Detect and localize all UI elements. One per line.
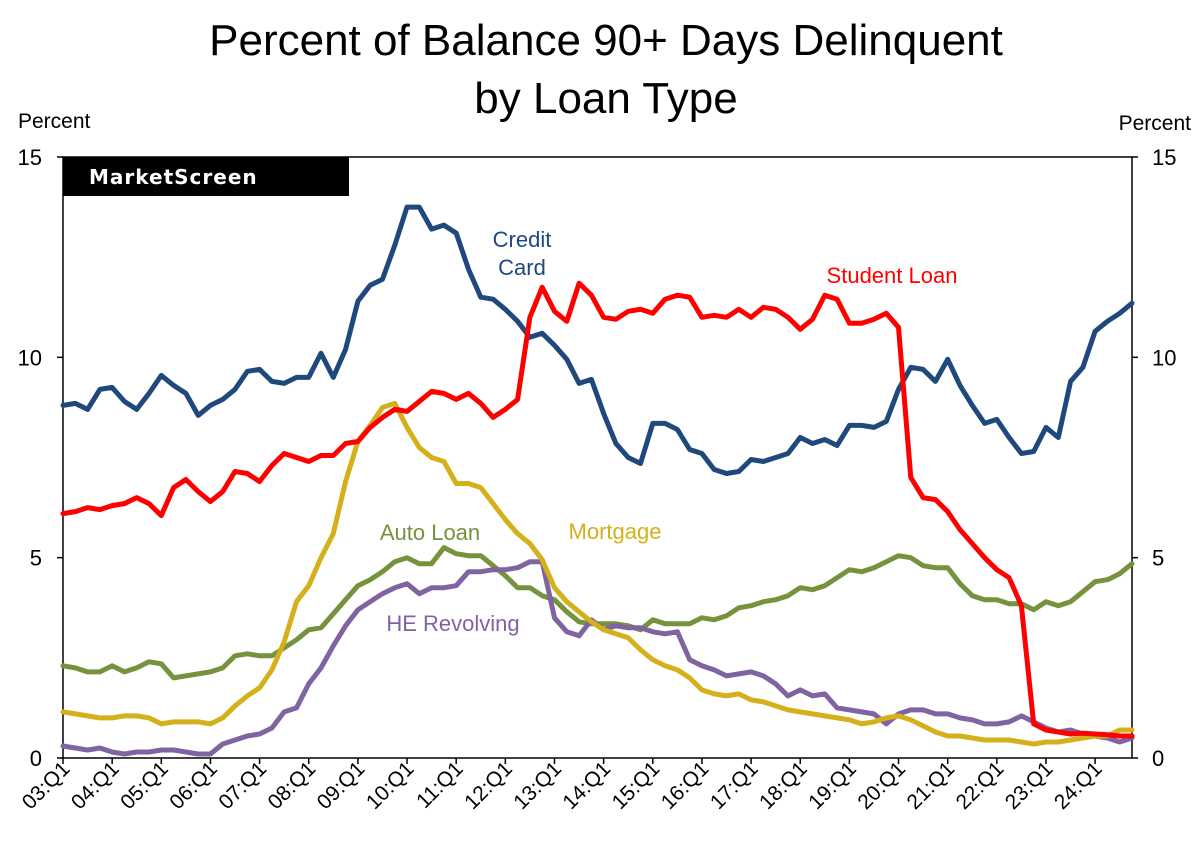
- x-tick-label: 24:Q1: [1050, 757, 1107, 814]
- x-tick-label: 18:Q1: [755, 757, 812, 814]
- y-tick-label-left: 10: [18, 345, 42, 370]
- brand-badge: [63, 157, 349, 196]
- series-line-credit-card: [60, 204, 1135, 476]
- y-tick-label-left: 5: [30, 546, 42, 571]
- x-tick-label: 04:Q1: [67, 757, 124, 814]
- series-line-student-loan: [60, 280, 1135, 739]
- x-tick-label: 20:Q1: [853, 757, 910, 814]
- x-tick-label: 22:Q1: [952, 757, 1009, 814]
- x-tick-label: 07:Q1: [214, 757, 271, 814]
- y-tick-label-left: 15: [18, 145, 42, 170]
- x-tick-label: 12:Q1: [460, 757, 517, 814]
- y-axis-label-right: Percent: [1119, 112, 1192, 135]
- x-tick-label: 11:Q1: [412, 757, 468, 813]
- x-tick-label: 06:Q1: [165, 757, 222, 814]
- plot-frame: [62, 156, 1133, 759]
- chart-title-line-1: Percent of Balance 90+ Days Delinquent: [209, 16, 1003, 65]
- y-axis-label-left: Percent: [18, 110, 91, 133]
- x-tick-label: 19:Q1: [804, 757, 861, 814]
- series-label-credit-card-line-1: Credit: [493, 227, 552, 252]
- x-tick-label: 15:Q1: [608, 757, 665, 814]
- series-label-he-revolving: HE Revolving: [386, 611, 519, 636]
- x-tick-label: 09:Q1: [313, 757, 370, 814]
- series-label-student-loan: Student Loan: [827, 263, 958, 288]
- series-line-auto-loan: [60, 545, 1135, 681]
- y-tick-label-left: 0: [30, 746, 42, 771]
- series-label-auto-loan: Auto Loan: [380, 520, 480, 545]
- x-tick-label: 21:Q1: [903, 757, 960, 814]
- x-tick-label: 13:Q1: [509, 757, 566, 814]
- series-label-mortgage: Mortgage: [569, 519, 662, 544]
- brand-badge-text: MarketScreen: [89, 165, 258, 189]
- x-tick-label: 10:Q1: [362, 757, 419, 814]
- x-tick-label: 16:Q1: [657, 757, 714, 814]
- y-tick-label-right: 5: [1152, 546, 1164, 571]
- series-line-he-revolving: [60, 559, 1135, 757]
- x-tick-label: 05:Q1: [116, 757, 173, 814]
- x-tick-label: 03:Q1: [18, 757, 75, 814]
- x-tick-label: 14:Q1: [558, 757, 615, 814]
- x-tick-label: 08:Q1: [264, 757, 321, 814]
- series-label-credit-card-line-2: Card: [498, 255, 546, 280]
- x-tick-label: 23:Q1: [1001, 757, 1058, 814]
- x-tick-label: 17:Q1: [706, 757, 763, 814]
- y-tick-label-right: 0: [1152, 746, 1164, 771]
- y-tick-label-right: 15: [1152, 145, 1176, 170]
- chart-title-line-2: by Loan Type: [474, 74, 737, 123]
- y-tick-label-right: 10: [1152, 345, 1176, 370]
- series-line-mortgage: [60, 400, 1135, 747]
